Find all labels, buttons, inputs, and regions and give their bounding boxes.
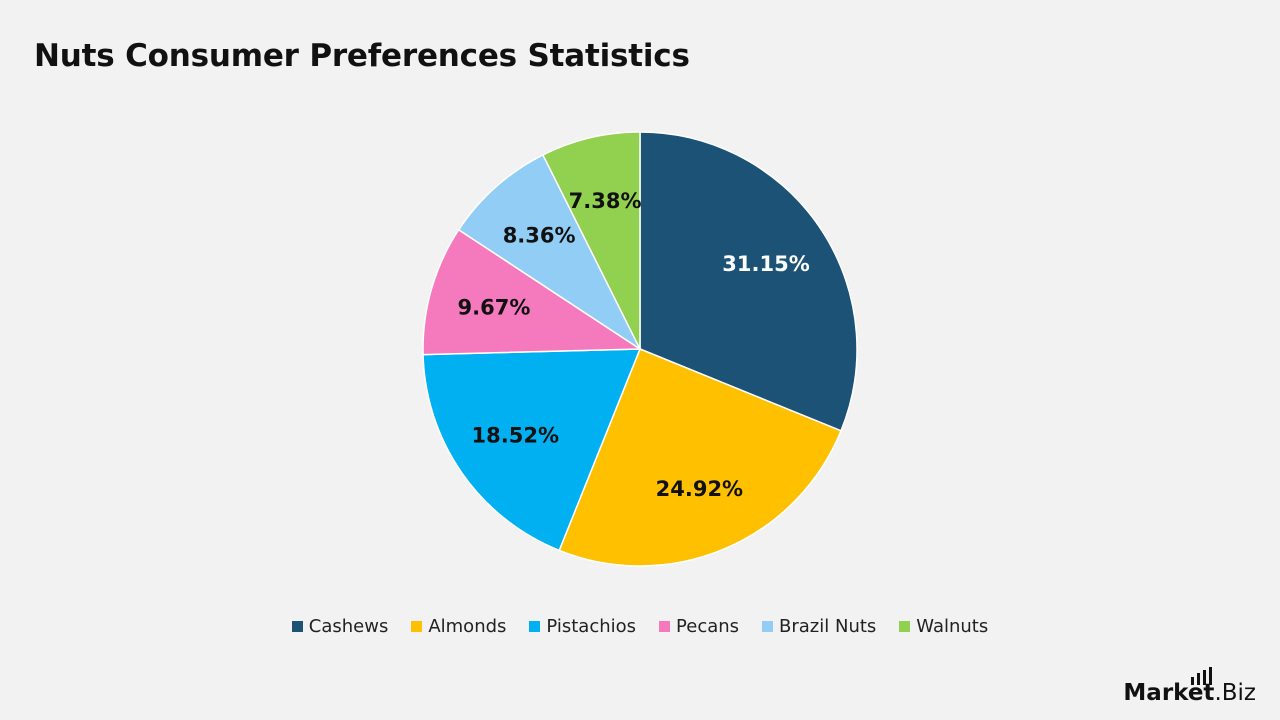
legend-item-brazil-nuts: Brazil Nuts [762,616,876,637]
legend-item-walnuts: Walnuts [899,616,988,637]
legend-label: Almonds [428,616,507,637]
legend-label: Pecans [676,616,740,637]
pie-slice-brazil-nuts [457,153,642,352]
legend-swatch [529,621,541,632]
legend-item-cashews: Cashews [291,616,389,637]
pie-slice-walnuts [541,131,641,350]
chart-title: Nuts Consumer Preferences Statistics [34,38,690,74]
legend-label: Walnuts [916,616,989,637]
data-label-pecans: 9.67% [458,295,531,319]
data-label-pistachios: 18.52% [472,424,559,448]
pie-slice-pecans [422,228,643,356]
legend-swatch [899,621,911,632]
logo-text-suffix: .Biz [1214,680,1256,706]
legend-swatch [291,621,303,632]
chart-legend: Cashews Almonds Pistachios Pecans Brazil Nut… [0,616,1280,637]
legend-swatch [411,621,423,632]
brand-logo: Market .Biz [1123,667,1256,706]
legend-item-pecans: Pecans [659,616,739,637]
bar-chart-icon [1191,667,1213,685]
legend-swatch [659,621,671,632]
legend-item-pistachios: Pistachios [529,616,636,637]
legend-label: Pistachios [546,616,637,637]
pie-slice-almonds [558,348,842,567]
data-label-cashews: 31.15% [722,252,809,276]
data-label-almonds: 24.92% [656,477,743,501]
pie-slice-pistachios [422,348,642,552]
legend-label: Cashews [308,616,389,637]
legend-item-almonds: Almonds [411,616,506,637]
data-label-brazil-nuts: 8.36% [503,223,576,247]
pie-slice-cashews [639,131,858,432]
data-label-walnuts: 7.38% [569,189,642,213]
legend-swatch [762,621,774,632]
legend-label: Brazil Nuts [779,616,877,637]
